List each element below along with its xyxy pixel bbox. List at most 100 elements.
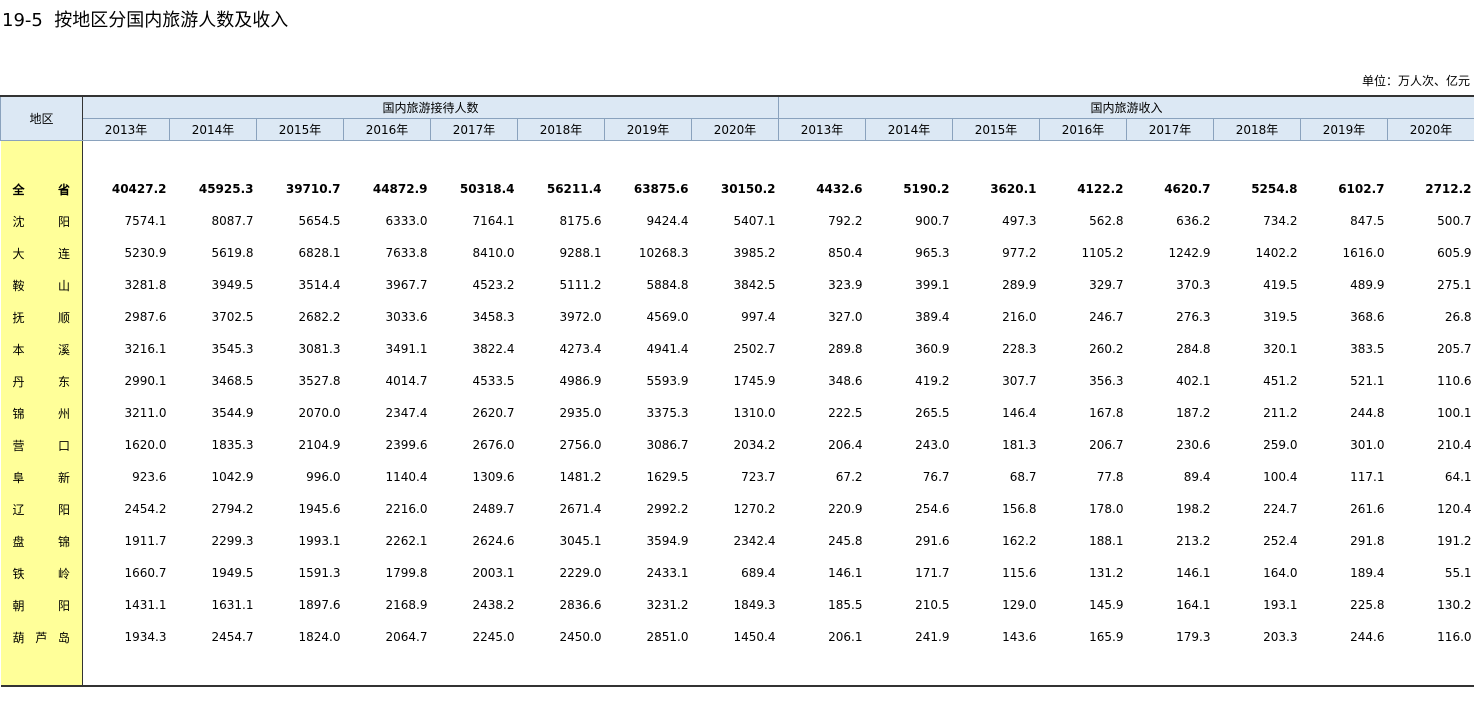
value-cell: 117.1 xyxy=(1350,470,1385,484)
value-cell: 1745.9 xyxy=(733,374,776,388)
region-name: 盘锦 xyxy=(12,534,71,549)
value-cell: 8410.0 xyxy=(472,246,515,260)
region-cell: 铁岭 xyxy=(0,557,83,589)
value-cell: 6102.7 xyxy=(1338,182,1385,196)
value-cell: 1242.9 xyxy=(1168,246,1211,260)
value-cell: 68.7 xyxy=(1009,470,1037,484)
value-cell: 1140.4 xyxy=(385,470,428,484)
value-cell: 9288.1 xyxy=(559,246,602,260)
value-cell: 451.2 xyxy=(1263,374,1298,388)
value-cell: 254.6 xyxy=(915,502,950,516)
data-row: 阜新 923.6 1042.9 996.0 1140.4 1309.6 1481.2 1629… xyxy=(0,461,1474,493)
region-cell: 阜新 xyxy=(0,461,83,493)
value-cell: 210.5 xyxy=(915,598,950,612)
value-cell: 2851.0 xyxy=(646,630,689,644)
value-cell: 7164.1 xyxy=(472,214,515,228)
value-cell: 146.4 xyxy=(1002,406,1037,420)
year-header: 2015年 xyxy=(952,118,1041,141)
value-cell: 116.0 xyxy=(1437,630,1472,644)
value-cell: 40427.2 xyxy=(111,182,167,196)
value-cell: 181.3 xyxy=(1002,438,1037,452)
region-cell: 辽阳 xyxy=(0,493,83,525)
value-cell: 1629.5 xyxy=(646,470,689,484)
value-cell: 206.7 xyxy=(1089,438,1124,452)
value-cell: 3045.1 xyxy=(559,534,602,548)
value-cell: 64.1 xyxy=(1444,470,1472,484)
value-cell: 5111.2 xyxy=(559,278,602,292)
data-row: 鞍山 3281.8 3949.5 3514.4 3967.7 4523.2 5111.2 58… xyxy=(0,269,1474,301)
value-cell: 4122.2 xyxy=(1077,182,1124,196)
value-cell: 130.2 xyxy=(1437,598,1472,612)
value-cell: 3216.1 xyxy=(124,342,167,356)
value-cell: 9424.4 xyxy=(646,214,689,228)
group-header: 国内旅游收入 xyxy=(778,95,1474,119)
value-cell: 1660.7 xyxy=(124,566,167,580)
value-cell: 5254.8 xyxy=(1251,182,1298,196)
data-row: 辽阳 2454.2 2794.2 1945.6 2216.0 2489.7 2671.4 29… xyxy=(0,493,1474,525)
value-cell: 165.9 xyxy=(1089,630,1124,644)
spacer xyxy=(0,653,83,687)
value-cell: 206.1 xyxy=(828,630,863,644)
value-cell: 265.5 xyxy=(915,406,950,420)
value-cell: 3375.3 xyxy=(646,406,689,420)
year-header: 2018年 xyxy=(1213,118,1302,141)
value-cell: 383.5 xyxy=(1350,342,1385,356)
data-row: 丹东 2990.1 3468.5 3527.8 4014.7 4533.5 4986.9 55… xyxy=(0,365,1474,397)
value-cell: 191.2 xyxy=(1437,534,1472,548)
value-cell: 222.5 xyxy=(828,406,863,420)
value-cell: 291.8 xyxy=(1350,534,1385,548)
region-name: 大连 xyxy=(12,246,71,261)
value-cell: 203.3 xyxy=(1263,630,1298,644)
value-cell: 2992.2 xyxy=(646,502,689,516)
region-name: 抚顺 xyxy=(12,310,71,325)
value-cell: 323.9 xyxy=(828,278,863,292)
value-cell: 3081.3 xyxy=(298,342,341,356)
value-cell: 2756.0 xyxy=(559,438,602,452)
value-cell: 120.4 xyxy=(1437,502,1472,516)
region-name: 鞍山 xyxy=(12,278,71,293)
region-name: 丹东 xyxy=(12,374,71,389)
value-cell: 3949.5 xyxy=(211,278,254,292)
value-cell: 230.6 xyxy=(1176,438,1211,452)
value-cell: 847.5 xyxy=(1350,214,1385,228)
value-cell: 1824.0 xyxy=(298,630,341,644)
region-cell: 抚顺 xyxy=(0,301,83,333)
value-cell: 419.5 xyxy=(1263,278,1298,292)
value-cell: 77.8 xyxy=(1096,470,1124,484)
value-cell: 63875.6 xyxy=(633,182,689,196)
value-cell: 419.2 xyxy=(915,374,950,388)
year-header: 2014年 xyxy=(169,118,257,141)
value-cell: 3822.4 xyxy=(472,342,515,356)
year-header: 2020年 xyxy=(1387,118,1474,141)
value-cell: 3231.2 xyxy=(646,598,689,612)
value-cell: 370.3 xyxy=(1176,278,1211,292)
value-cell: 2712.2 xyxy=(1425,182,1472,196)
value-cell: 320.1 xyxy=(1263,342,1298,356)
value-cell: 2671.4 xyxy=(559,502,602,516)
value-cell: 4569.0 xyxy=(646,310,689,324)
region-name: 锦州 xyxy=(12,406,71,421)
region-name: 本溪 xyxy=(12,342,71,357)
data-row: 本溪 3216.1 3545.3 3081.3 3491.1 3822.4 4273.4 49… xyxy=(0,333,1474,365)
year-header: 2018年 xyxy=(517,118,605,141)
value-cell: 188.1 xyxy=(1089,534,1124,548)
value-cell: 356.3 xyxy=(1089,374,1124,388)
value-cell: 167.8 xyxy=(1089,406,1124,420)
value-cell: 156.8 xyxy=(1002,502,1037,516)
year-header: 2019年 xyxy=(1300,118,1389,141)
value-cell: 2229.0 xyxy=(559,566,602,580)
value-cell: 259.0 xyxy=(1263,438,1298,452)
region-header: 地区 xyxy=(0,95,83,141)
region-name: 朝阳 xyxy=(12,598,71,613)
value-cell: 145.9 xyxy=(1089,598,1124,612)
value-cell: 1310.0 xyxy=(733,406,776,420)
value-cell: 252.4 xyxy=(1263,534,1298,548)
data-row: 锦州 3211.0 3544.9 2070.0 2347.4 2620.7 2935.0 33… xyxy=(0,397,1474,429)
value-cell: 164.1 xyxy=(1176,598,1211,612)
value-cell: 39710.7 xyxy=(285,182,341,196)
value-cell: 45925.3 xyxy=(198,182,254,196)
region-cell: 丹东 xyxy=(0,365,83,397)
group-header: 国内旅游接待人数 xyxy=(81,95,780,119)
value-cell: 44872.9 xyxy=(372,182,428,196)
value-cell: 3702.5 xyxy=(211,310,254,324)
